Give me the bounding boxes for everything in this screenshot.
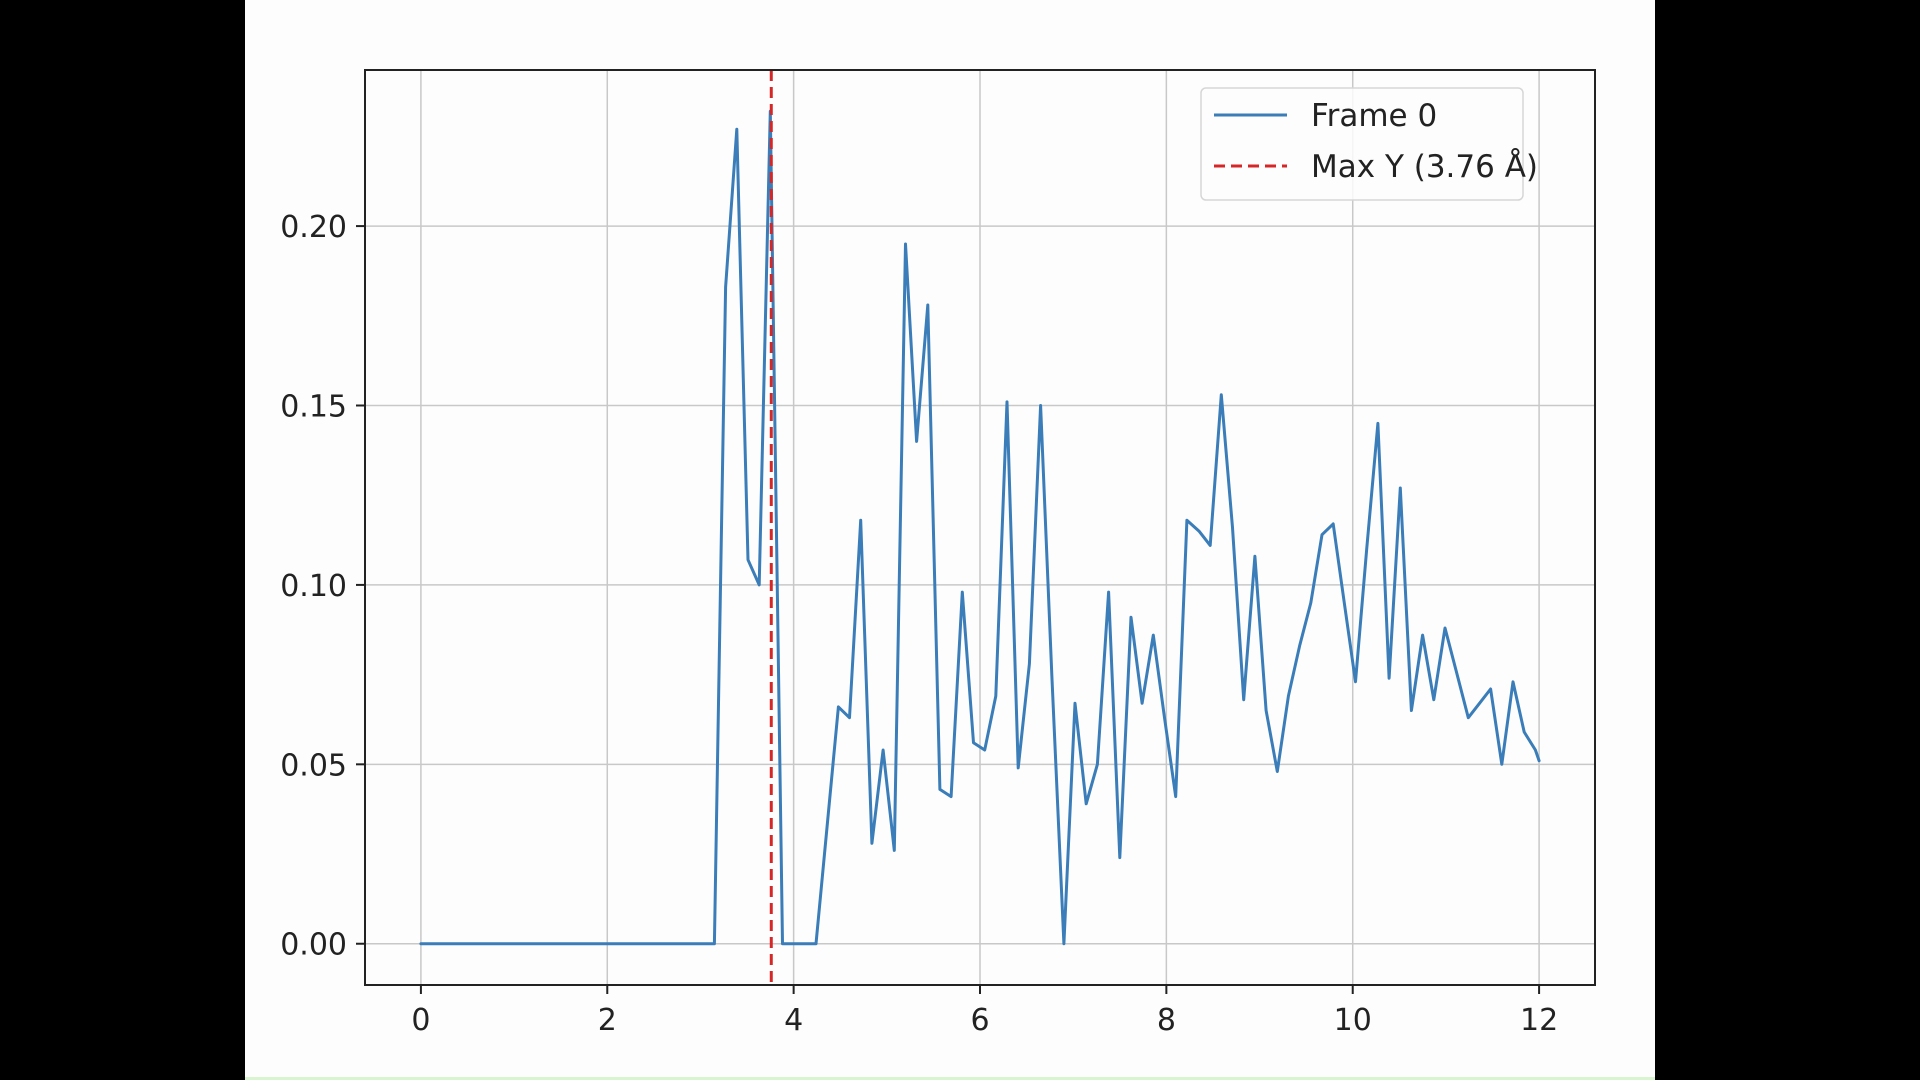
legend: Frame 0 Max Y (3.76 Å) [1200, 87, 1538, 201]
bottom-edge-strip [245, 1077, 1655, 1080]
legend-label-frame-0: Frame 0 [1311, 98, 1437, 134]
line-chart: 0 2 4 6 8 10 12 0.00 0.05 0.10 0.15 0.20 Frame 0 Ma… [280, 69, 1596, 1038]
x-tick-label: 10 [1334, 1003, 1372, 1038]
y-tick-label: 0.10 [280, 569, 347, 604]
series-line-frame-0 [419, 109, 1541, 946]
series-layer [419, 109, 1541, 946]
y-tick-label: 0.15 [280, 390, 347, 425]
y-tick-label: 0.20 [280, 210, 347, 245]
y-tick-label: 0.05 [280, 748, 347, 783]
ticks: 0 2 4 6 8 10 12 0.00 0.05 0.10 0.15 0.20 [280, 210, 1558, 1038]
x-tick-label: 2 [598, 1003, 617, 1038]
x-tick-label: 12 [1520, 1003, 1558, 1038]
grid [365, 70, 1595, 985]
x-tick-label: 0 [411, 1003, 430, 1038]
x-tick-label: 4 [784, 1003, 803, 1038]
figure-canvas: 0 2 4 6 8 10 12 0.00 0.05 0.10 0.15 0.20 Frame 0 Ma… [245, 0, 1655, 1080]
x-tick-label: 8 [1157, 1003, 1176, 1038]
y-tick-label: 0.00 [280, 928, 347, 963]
legend-label-max-y: Max Y (3.76 Å) [1311, 149, 1538, 185]
x-tick-label: 6 [970, 1003, 989, 1038]
